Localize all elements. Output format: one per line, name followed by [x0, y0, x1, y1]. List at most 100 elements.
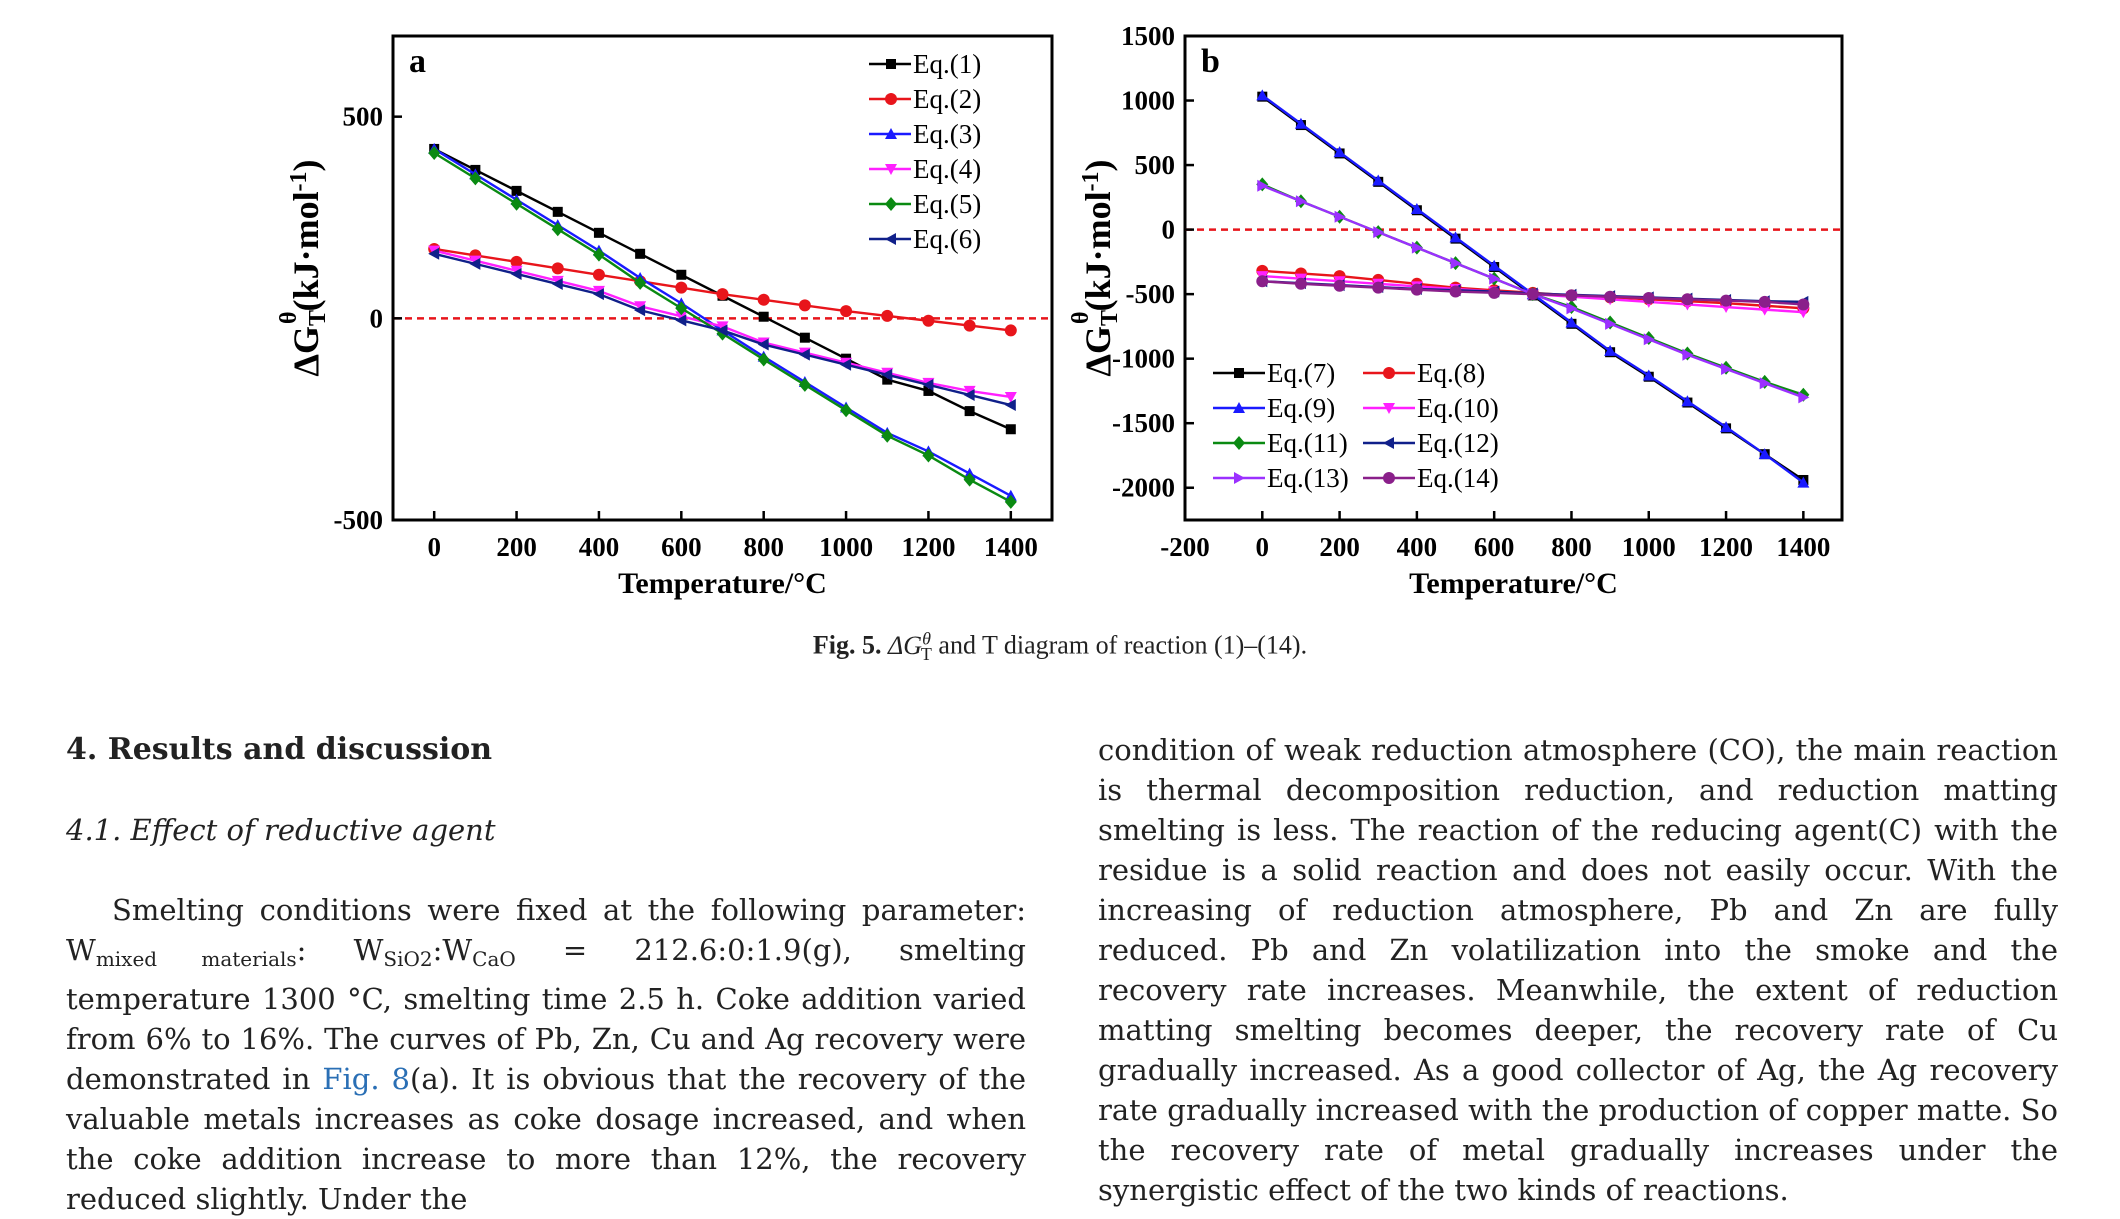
legend-marker — [1233, 436, 1245, 450]
data-point — [1797, 476, 1810, 488]
data-point — [1681, 293, 1694, 306]
y-tick-label: -500 — [1126, 279, 1176, 309]
y-tick-label: 500 — [343, 102, 384, 132]
data-point — [840, 403, 853, 418]
legend-label: Eq.(1) — [913, 49, 981, 79]
figure-charts: 0 200 400 600 800 1000 1200 1400 -500 0 500 Tempera… — [276, 21, 1844, 600]
data-point — [593, 227, 604, 238]
chart-panel-b: -200 0 200 400 600 800 1000 1200 140015001000500… — [1068, 21, 1844, 600]
data-point — [1294, 277, 1307, 290]
data-point — [551, 278, 563, 291]
x-tick-label: 200 — [1319, 532, 1360, 562]
panel-label: b — [1201, 43, 1220, 80]
data-point — [1004, 391, 1017, 403]
data-point — [922, 448, 935, 463]
data-point — [1410, 283, 1423, 296]
data-point — [1256, 275, 1269, 288]
data-point — [510, 267, 522, 280]
data-point — [634, 304, 646, 317]
x-axis-label: Temperature/°C — [1409, 567, 1618, 600]
data-point — [798, 348, 810, 361]
paragraph-2: condition of weak reduction atmosphere (… — [1098, 733, 2058, 1207]
data-point — [1605, 317, 1617, 330]
data-point — [1488, 259, 1501, 271]
data-point — [1333, 279, 1346, 292]
data-point — [1410, 202, 1423, 214]
data-point — [716, 324, 728, 337]
x-tick-label: 1200 — [901, 532, 955, 562]
legend-marker — [885, 164, 897, 175]
data-point — [1372, 281, 1385, 294]
data-point — [1604, 344, 1617, 356]
data-point — [1294, 117, 1307, 129]
y-tick-label: 0 — [370, 303, 384, 333]
data-point — [881, 428, 894, 443]
chart-panel-a: 0 200 400 600 800 1000 1200 1400 -500 0 500 Tempera… — [276, 34, 1054, 600]
data-point — [675, 314, 687, 327]
data-point — [1681, 395, 1694, 407]
y-tick-label: -1500 — [1112, 408, 1175, 438]
legend-label: Eq.(2) — [913, 84, 981, 114]
legend-marker — [885, 93, 897, 105]
data-point — [592, 247, 605, 262]
data-point — [964, 406, 975, 417]
data-point — [1411, 241, 1423, 254]
x-tick-label: 800 — [1551, 532, 1592, 562]
data-point — [469, 171, 482, 186]
data-point — [963, 385, 976, 397]
legend-label: Eq.(13) — [1267, 463, 1349, 493]
legend-label: Eq.(11) — [1267, 428, 1348, 458]
data-point — [1720, 421, 1733, 433]
data-point — [840, 305, 853, 318]
legend: Eq.(7) Eq.(8) Eq.(9) Eq.(10) Eq.(11) Eq.(12) E… — [1213, 358, 1499, 493]
left-column: 4. Results and discussion 4.1. Effect of… — [66, 730, 1026, 1219]
data-point — [1565, 289, 1578, 302]
data-point — [757, 293, 770, 306]
y-tick-label: 1000 — [1121, 86, 1175, 116]
data-point — [758, 311, 769, 322]
data-point — [510, 196, 523, 211]
data-point — [1004, 494, 1017, 509]
data-point — [1759, 377, 1771, 390]
x-tick-label: 400 — [1397, 532, 1438, 562]
x-tick-label: 1200 — [1699, 532, 1753, 562]
subsection-heading: 4.1. Effect of reductive agent — [66, 813, 496, 847]
legend-label: Eq.(9) — [1267, 393, 1335, 423]
data-point — [592, 288, 604, 301]
legend-marker — [886, 59, 896, 69]
legend-marker — [1233, 402, 1245, 413]
x-tick-label: 600 — [1474, 532, 1515, 562]
data-point — [1256, 89, 1269, 101]
data-point — [1526, 288, 1539, 301]
data-point — [634, 275, 647, 290]
data-point — [922, 314, 935, 327]
data-point — [1642, 292, 1655, 305]
x-tick-label: 1000 — [1622, 532, 1676, 562]
data-point — [1758, 295, 1771, 308]
data-point — [1373, 226, 1385, 239]
data-point — [1566, 302, 1578, 315]
data-point — [757, 338, 769, 351]
data-point — [840, 358, 852, 371]
y-tick-label: -500 — [334, 505, 384, 535]
x-axis-label: Temperature/°C — [618, 567, 827, 600]
data-point — [1797, 307, 1810, 319]
data-point — [1372, 174, 1385, 186]
figure-8-link[interactable]: Fig. 8 — [322, 1062, 410, 1096]
legend-marker — [885, 197, 897, 211]
data-point — [511, 185, 522, 196]
section-heading: 4. Results and discussion — [66, 732, 493, 767]
figure-caption: Fig. 5. ΔGθT and T diagram of reaction (… — [0, 628, 2120, 665]
series-Eq.(6) — [428, 247, 1016, 412]
data-point — [1720, 294, 1733, 307]
data-point — [923, 385, 934, 396]
data-point — [963, 472, 976, 487]
caption-symbol: ΔGθT — [888, 628, 932, 664]
data-point — [798, 377, 811, 392]
data-point — [757, 352, 770, 367]
x-tick-label: 0 — [427, 532, 441, 562]
y-tick-label: 0 — [1162, 215, 1176, 245]
y-axis-label: ΔGTθ(kJ·mol-1) — [276, 159, 331, 376]
data-point — [881, 309, 894, 322]
series-Eq.(14) — [1256, 275, 1810, 311]
